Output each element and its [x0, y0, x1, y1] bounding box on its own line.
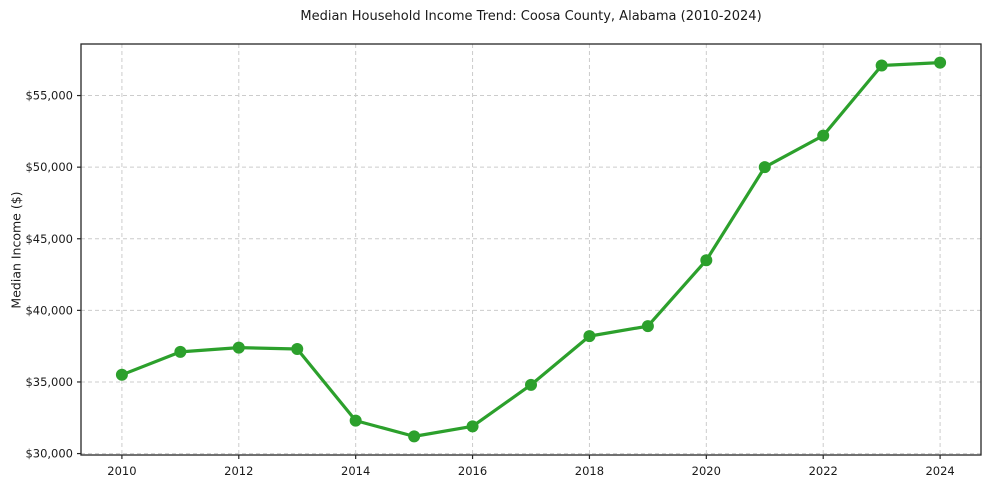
data-point-2016 [466, 420, 479, 433]
data-point-2019 [641, 320, 654, 333]
data-point-2024 [934, 56, 947, 69]
x-tick-label: 2020 [692, 464, 721, 478]
data-point-2023 [875, 59, 888, 72]
x-tick-label: 2022 [809, 464, 838, 478]
y-tick-label: $35,000 [25, 375, 73, 389]
data-point-2012 [232, 341, 245, 354]
y-tick-label: $40,000 [25, 303, 73, 317]
y-axis-label: Median Income ($) [8, 191, 24, 309]
data-point-2022 [817, 129, 830, 142]
x-tick-label: 2024 [925, 464, 954, 478]
data-point-2011 [174, 345, 187, 358]
y-tick-label: $45,000 [25, 232, 73, 246]
x-tick-label: 2016 [458, 464, 487, 478]
data-point-2020 [700, 254, 713, 267]
plot-frame [80, 43, 982, 456]
y-tick-label: $55,000 [25, 89, 73, 103]
x-tick-label: 2010 [107, 464, 136, 478]
data-point-2018 [583, 330, 596, 343]
y-tick-label: $50,000 [25, 160, 73, 174]
data-point-2017 [525, 378, 537, 391]
x-tick-label: 2018 [575, 464, 604, 478]
y-tick-label: $30,000 [25, 447, 73, 461]
data-point-2013 [291, 343, 304, 356]
data-point-2015 [408, 430, 421, 443]
data-point-2010 [115, 368, 128, 381]
chart-title: Median Household Income Trend: Coosa Cou… [300, 9, 762, 24]
x-tick-label: 2012 [224, 464, 253, 478]
x-tick-label: 2014 [341, 464, 370, 478]
data-point-2021 [758, 161, 771, 174]
data-point-2014 [349, 414, 362, 427]
